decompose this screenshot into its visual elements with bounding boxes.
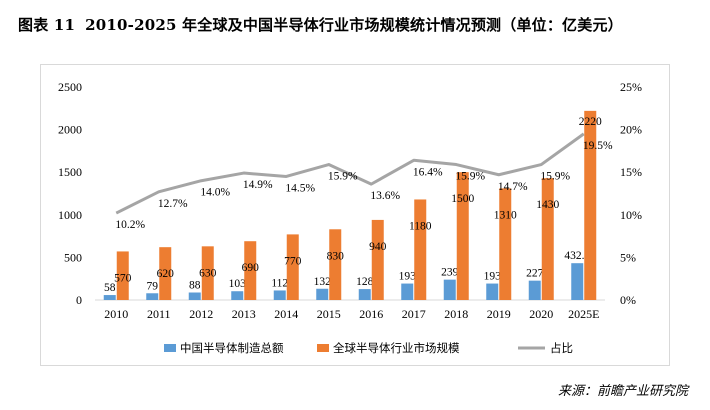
bar-china-label: 432.0 — [564, 250, 590, 262]
bar-global — [456, 172, 469, 300]
y-right-tick-label: 20% — [620, 123, 642, 137]
bar-global-label: 570 — [114, 272, 132, 284]
x-tick-label: 2013 — [232, 307, 256, 321]
bar-china — [103, 295, 116, 300]
x-tick-label: 2025E — [568, 307, 599, 321]
bar-china — [358, 289, 371, 300]
x-tick-label: 2012 — [189, 307, 213, 321]
bar-china-label: 88 — [189, 280, 201, 292]
y-right-tick-label: 15% — [620, 165, 642, 179]
share-line — [115, 132, 585, 215]
share-label: 12.7% — [158, 198, 188, 210]
title-text: 2010-2025 年全球及中国半导体行业市场规模统计情况预测（单位：亿美元） — [85, 16, 623, 34]
bar-china — [443, 279, 456, 300]
bar-china — [273, 290, 286, 300]
y-left-tick-label: 1000 — [58, 208, 82, 222]
bar-china-label: 128 — [356, 276, 374, 288]
share-label: 19.5% — [583, 140, 613, 152]
y-left-tick-label: 0 — [76, 293, 82, 307]
x-tick-label: 2018 — [444, 307, 468, 321]
y-left-tick-label: 2000 — [58, 123, 82, 137]
bar-global-label: 830 — [327, 250, 345, 262]
legend-swatch-china — [164, 344, 176, 352]
bar-global-label: 940 — [369, 241, 387, 253]
y-left-tick-label: 2500 — [58, 80, 82, 94]
x-tick-label: 2011 — [147, 307, 171, 321]
chart-title: 图表 11 2010-2025 年全球及中国半导体行业市场规模统计情况预测（单位：… — [18, 14, 623, 35]
bar-global — [371, 219, 384, 300]
bar-global-label: 1310 — [494, 209, 517, 221]
bar-china — [528, 280, 541, 300]
bar-china-label: 193 — [399, 271, 417, 283]
share-label: 16.4% — [413, 166, 443, 178]
share-label: 14.0% — [200, 187, 230, 199]
bar-global — [329, 229, 342, 300]
bar-china — [401, 283, 414, 300]
x-tick-label: 2014 — [274, 307, 298, 321]
share-label: 15.9% — [455, 171, 485, 183]
bar-china-label: 79 — [147, 280, 159, 292]
y-left-tick-label: 1500 — [58, 165, 82, 179]
chart-frame — [40, 64, 670, 366]
bar-global-label: 770 — [284, 255, 302, 267]
y-right-tick-label: 10% — [620, 208, 642, 222]
bar-china-label: 103 — [229, 278, 247, 290]
share-label: 10.2% — [115, 219, 145, 231]
share-label: 15.9% — [540, 171, 570, 183]
x-tick-label: 2017 — [402, 307, 426, 321]
share-label: 14.7% — [498, 181, 528, 193]
x-tick-label: 2019 — [487, 307, 511, 321]
bar-china — [571, 263, 584, 300]
y-right-tick-label: 25% — [620, 80, 642, 94]
y-right-tick-label: 0% — [620, 293, 636, 307]
bar-china-label: 227 — [526, 268, 544, 280]
bar-global — [541, 178, 554, 300]
bar-global — [414, 199, 427, 300]
bar-global-label: 1180 — [409, 220, 432, 232]
share-label: 15.9% — [328, 171, 358, 183]
bar-global — [201, 246, 214, 300]
bar-global — [584, 110, 597, 300]
bar-global-label: 690 — [242, 262, 260, 274]
bar-china-label: 58 — [104, 282, 116, 294]
bar-global-label: 1500 — [451, 193, 474, 205]
bar-china-label: 239 — [441, 267, 459, 279]
x-tick-label: 2015 — [317, 307, 341, 321]
bar-china — [486, 283, 499, 300]
legend-label-china: 中国半导体制造总额 — [180, 341, 284, 355]
bar-global — [286, 234, 299, 300]
bar-china — [146, 293, 159, 300]
bar-global-label: 2220 — [579, 116, 602, 128]
bar-global-label: 1430 — [536, 199, 559, 211]
figure-number: 图表 11 — [18, 16, 76, 34]
bar-global — [159, 247, 172, 300]
share-label: 14.5% — [285, 182, 315, 194]
source-note: 来源：前瞻产业研究院 — [557, 384, 688, 399]
y-right-tick-label: 5% — [620, 250, 636, 264]
legend-label-share: 占比 — [550, 341, 573, 355]
y-left-tick-label: 500 — [64, 250, 82, 264]
bar-global-label: 630 — [199, 267, 217, 279]
bar-china-label: 132 — [314, 276, 332, 288]
bar-china-label: 112 — [271, 277, 288, 289]
bar-global — [244, 241, 257, 300]
bar-global — [499, 188, 512, 300]
bar-china — [231, 291, 244, 300]
bar-global-label: 620 — [157, 268, 175, 280]
x-tick-label: 2020 — [529, 307, 553, 321]
bar-china — [316, 288, 329, 300]
x-tick-label: 2016 — [359, 307, 383, 321]
bar-global — [116, 251, 129, 300]
x-tick-label: 2010 — [104, 307, 128, 321]
bar-china-label: 193 — [484, 271, 502, 283]
share-label: 14.9% — [243, 179, 273, 191]
bar-china — [188, 292, 201, 300]
legend-swatch-global — [317, 344, 329, 352]
share-label: 13.6% — [370, 190, 400, 202]
legend-label-global: 全球半导体行业市场规模 — [333, 341, 460, 355]
